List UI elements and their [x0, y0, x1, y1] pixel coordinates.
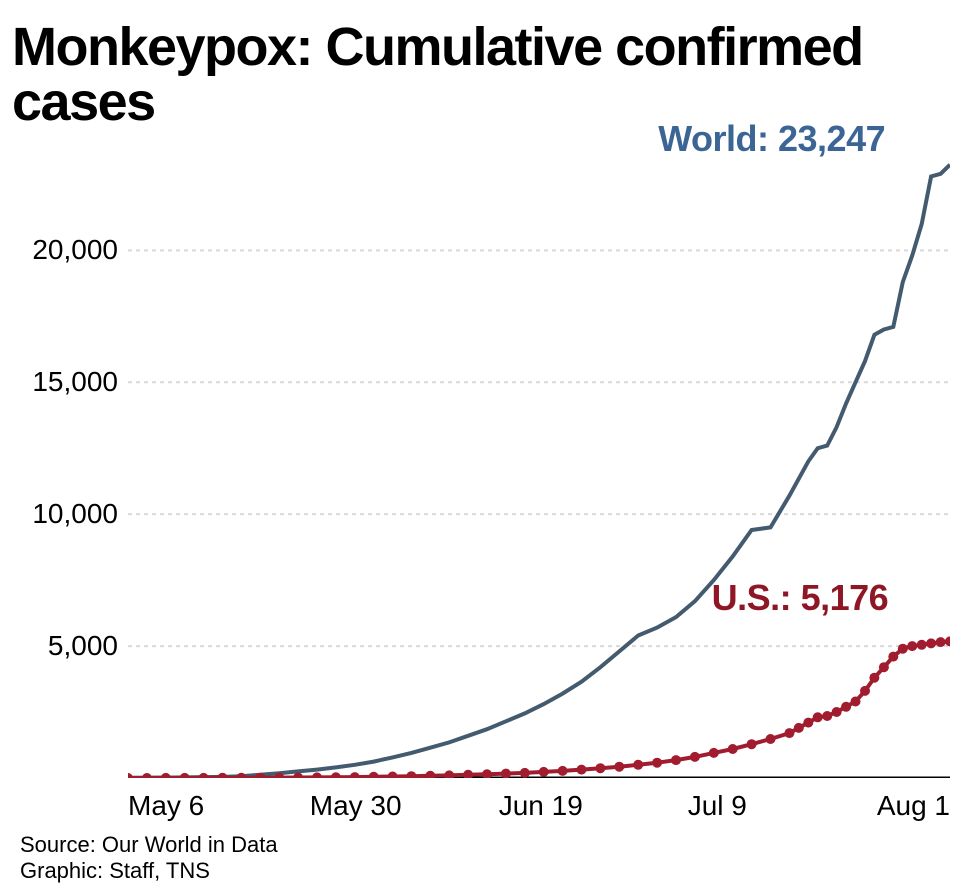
y-tick-label: 15,000: [32, 366, 118, 398]
series-us-marker: [888, 652, 898, 662]
series-us-marker: [444, 770, 454, 778]
x-tick-label: Jun 19: [499, 790, 583, 822]
series-us-marker: [832, 707, 842, 717]
series-us-marker: [236, 773, 246, 778]
graphic-line: Graphic: Staff, TNS: [20, 858, 278, 884]
series-us-marker: [180, 773, 190, 778]
series-us-marker: [936, 637, 946, 647]
series-us-marker: [671, 755, 681, 765]
series-us-marker: [747, 739, 757, 749]
series-us-marker: [860, 686, 870, 696]
series-us-marker: [161, 773, 171, 778]
chart-footer: Source: Our World in Data Graphic: Staff…: [20, 832, 278, 884]
series-us-marker: [813, 712, 823, 722]
series-us-marker: [577, 765, 587, 775]
series-us-marker: [879, 662, 889, 672]
series-us-marker: [388, 772, 398, 779]
series-us-marker: [822, 711, 832, 721]
series-us-marker: [558, 766, 568, 776]
series-us: [128, 641, 950, 778]
source-line: Source: Our World in Data: [20, 832, 278, 858]
series-us-marker: [218, 773, 228, 778]
series-us-marker: [539, 767, 549, 777]
x-tick-label: May 6: [128, 790, 204, 822]
chart-title: Monkeypox: Cumulative confirmed cases: [12, 20, 932, 130]
series-us-marker: [406, 771, 416, 778]
series-us-marker: [841, 702, 851, 712]
series-us-marker: [766, 734, 776, 744]
y-tick-label: 5,000: [48, 630, 118, 662]
series-us-marker: [142, 773, 152, 778]
series-us-marker: [690, 752, 700, 762]
series-us-marker: [501, 769, 511, 778]
series-us-marker: [945, 636, 950, 646]
x-tick-label: Jul 9: [688, 790, 747, 822]
series-us-marker: [595, 763, 605, 773]
series-us-marker: [709, 748, 719, 758]
series-us-marker: [128, 773, 133, 778]
chart-plot-area: [128, 158, 950, 778]
y-tick-label: 20,000: [32, 234, 118, 266]
series-us-marker: [425, 771, 435, 778]
series-us-marker: [851, 697, 861, 707]
series-world: [128, 165, 950, 778]
series-us-marker: [312, 772, 322, 778]
world-annotation: World: 23,247: [658, 118, 885, 160]
series-us-marker: [369, 772, 379, 778]
chart-svg: [128, 158, 950, 778]
series-us-marker: [898, 644, 908, 654]
series-us-marker: [794, 723, 804, 733]
series-us-marker: [869, 673, 879, 683]
series-us-marker: [803, 718, 813, 728]
series-us-marker: [926, 638, 936, 648]
series-us-marker: [331, 772, 341, 778]
series-us-marker: [520, 768, 530, 778]
series-us-marker: [482, 769, 492, 778]
series-us-marker: [463, 770, 473, 778]
series-us-marker: [784, 728, 794, 738]
chart-container: Monkeypox: Cumulative confirmed cases Wo…: [0, 0, 967, 894]
series-us-marker: [614, 762, 624, 772]
series-us-marker: [917, 640, 927, 650]
series-us-marker: [728, 744, 738, 754]
series-us-marker: [350, 772, 360, 778]
series-us-marker: [652, 758, 662, 768]
series-us-marker: [633, 760, 643, 770]
series-us-marker: [199, 773, 209, 778]
y-tick-label: 10,000: [32, 498, 118, 530]
series-us-marker: [907, 641, 917, 651]
x-tick-label: May 30: [310, 790, 402, 822]
x-tick-label: Aug 1: [870, 790, 950, 822]
